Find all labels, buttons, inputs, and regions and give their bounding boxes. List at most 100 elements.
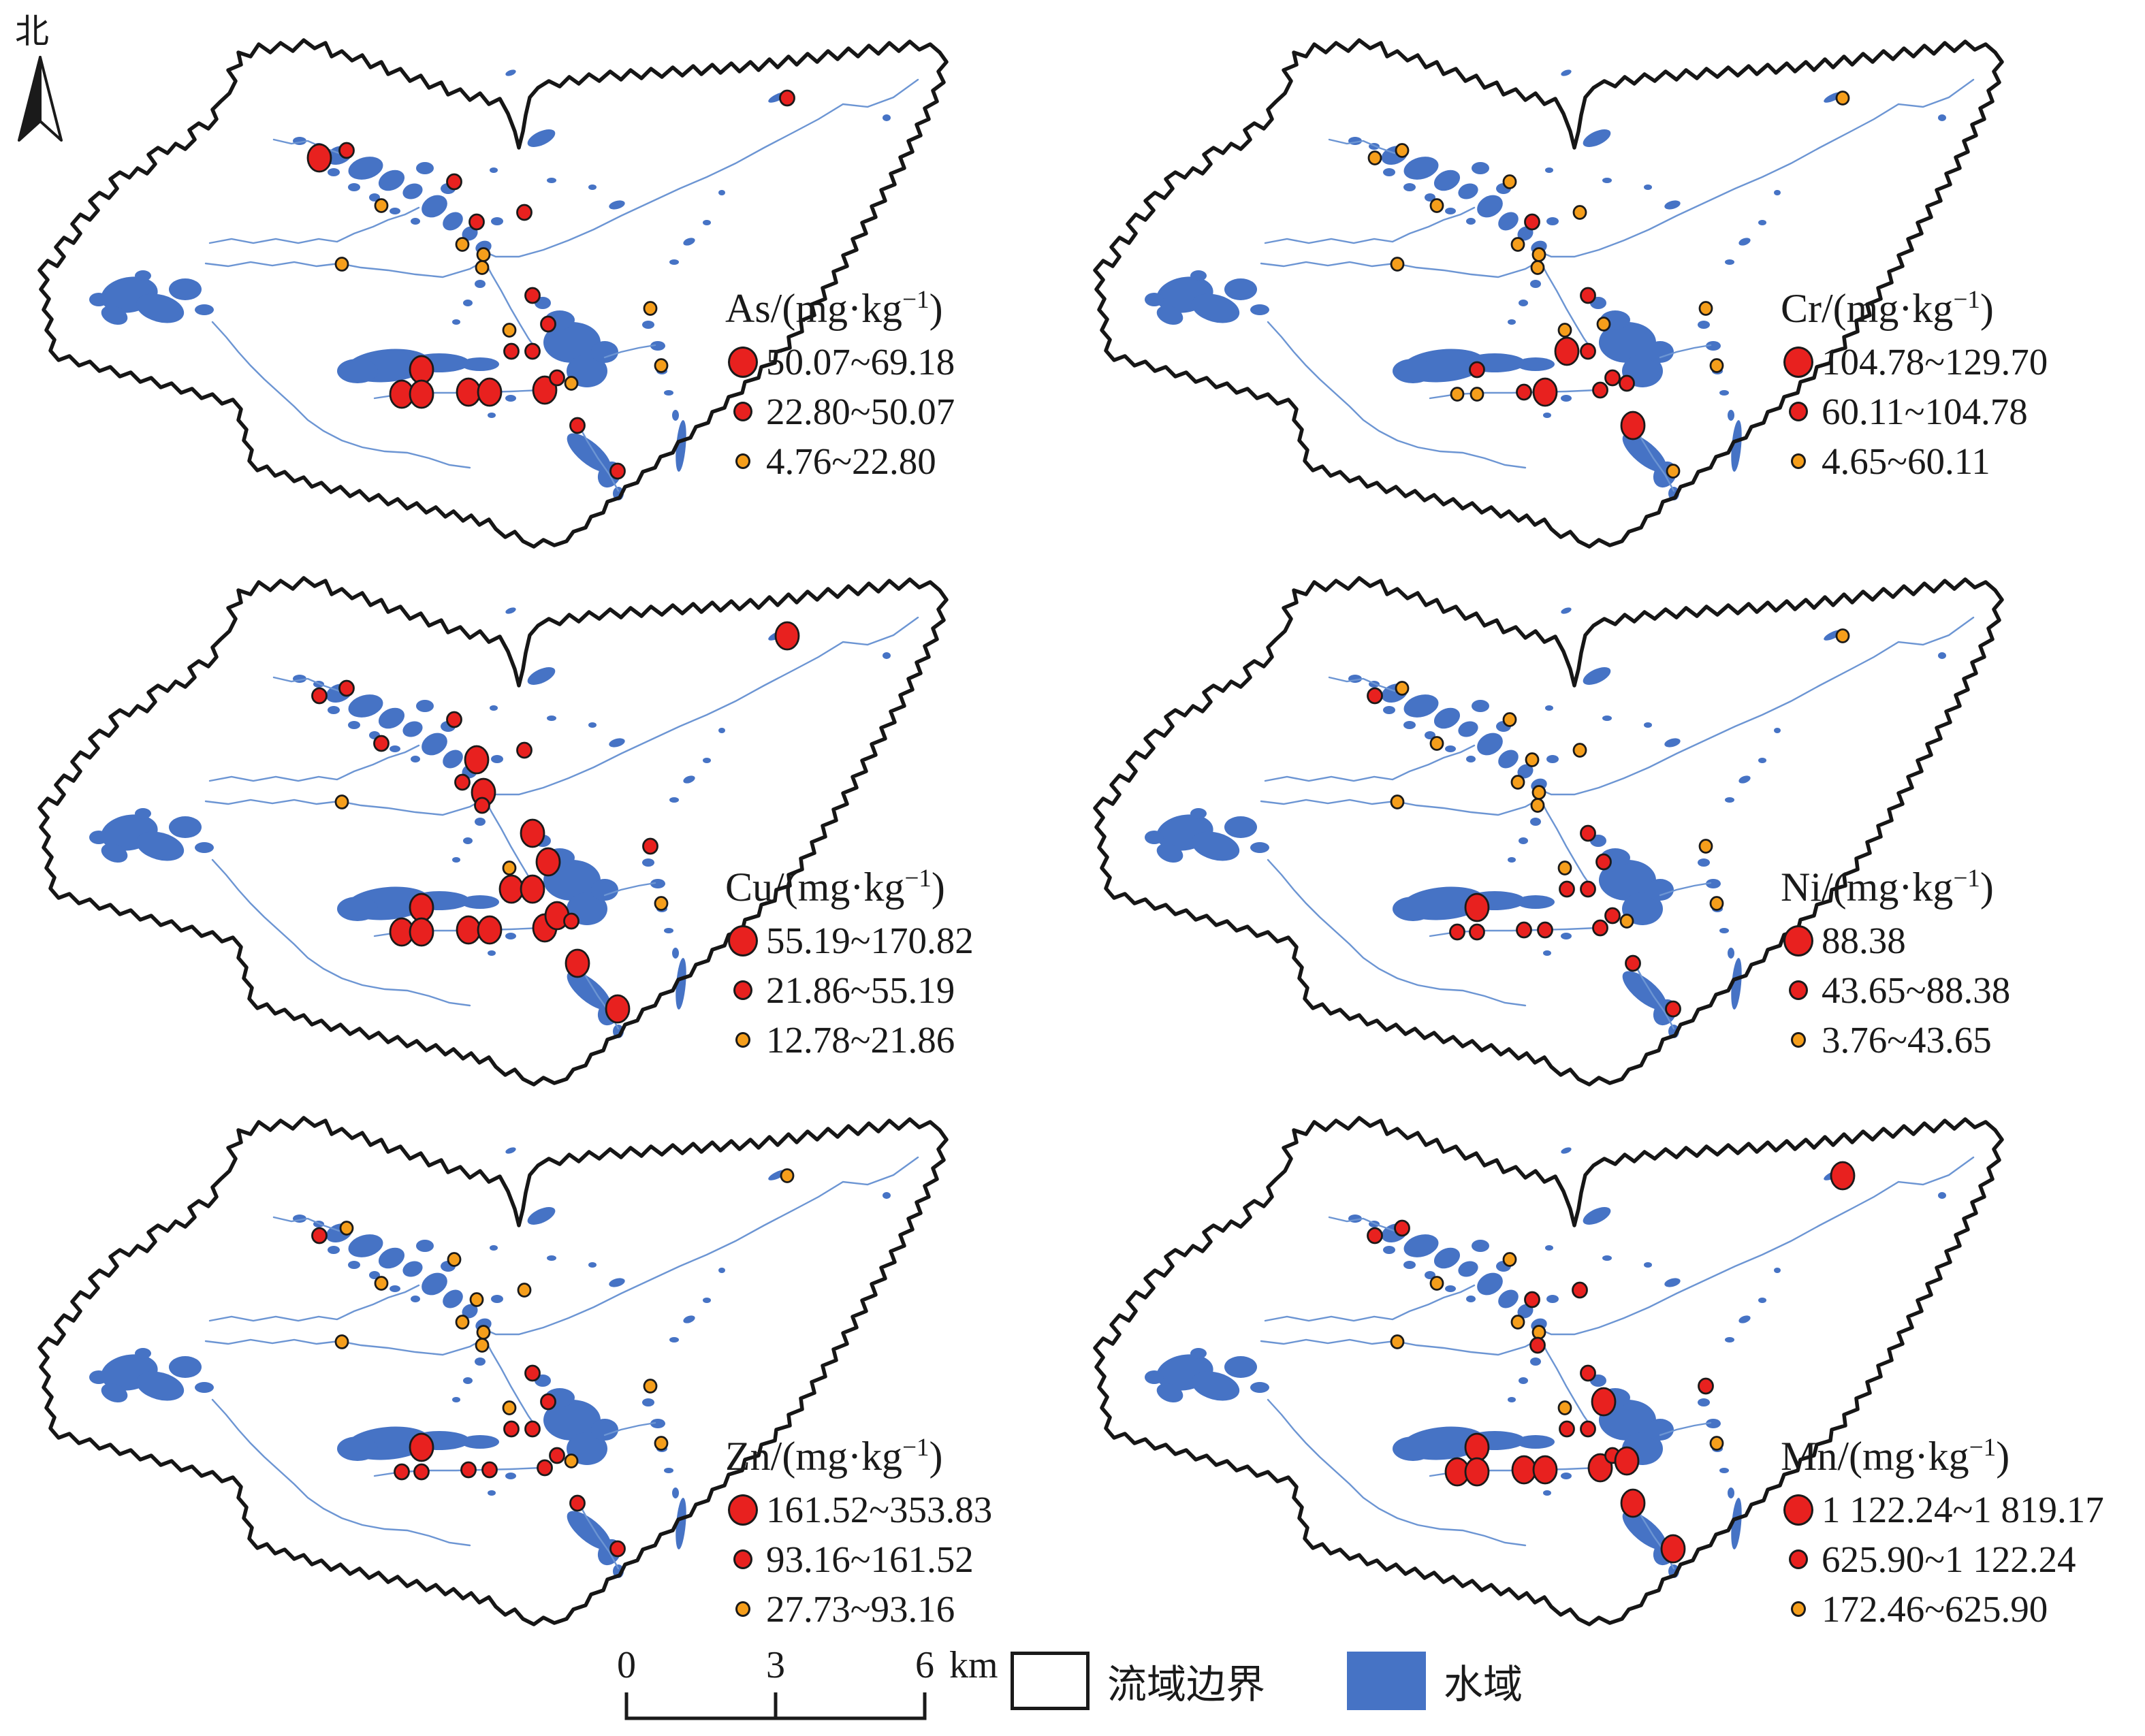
water-body bbox=[1725, 259, 1734, 265]
footer-legend: 0 3 6 km 流域边界 水域 bbox=[0, 1639, 2145, 1736]
scale-bar: 0 3 6 km bbox=[617, 1643, 998, 1725]
water-body bbox=[1664, 200, 1681, 210]
sample-point-mn-4 bbox=[1830, 1161, 1856, 1191]
water-body bbox=[378, 1247, 405, 1269]
water-body bbox=[1519, 300, 1528, 306]
sample-point-zn-7 bbox=[374, 1276, 389, 1291]
sample-point-as-26 bbox=[564, 376, 579, 391]
legend-title: Zn/(mg·kg−1) bbox=[725, 1434, 1066, 1479]
water-body bbox=[1583, 667, 1611, 685]
sample-point-as-12 bbox=[524, 287, 541, 304]
water-body bbox=[669, 259, 679, 265]
scale-bar-icon bbox=[624, 1692, 927, 1720]
mid-dot-icon bbox=[1789, 402, 1808, 421]
water-body bbox=[1728, 1488, 1734, 1498]
high-dot-icon bbox=[1783, 1494, 1813, 1526]
water-body bbox=[1433, 707, 1461, 729]
sample-point-mn-15 bbox=[1557, 1400, 1572, 1415]
sample-point-as-5 bbox=[516, 204, 533, 221]
panel-zn: Zn/(mg·kg−1) 161.52~353.83 93.16~161.52 … bbox=[34, 1095, 1055, 1633]
sample-point-ni-15 bbox=[1557, 861, 1572, 875]
water-bodies bbox=[1145, 1147, 1946, 1578]
legend-items: 88.38 43.65~88.38 3.76~43.65 bbox=[1781, 919, 2121, 1061]
river-line bbox=[1659, 344, 1712, 359]
sample-point-ni-1 bbox=[1367, 687, 1383, 705]
water-body bbox=[1224, 816, 1257, 838]
sample-points bbox=[306, 89, 795, 480]
water-body bbox=[650, 879, 665, 888]
sample-point-ni-10 bbox=[1530, 798, 1545, 813]
sample-point-zn-25 bbox=[549, 1447, 565, 1464]
sample-point-cr-14 bbox=[1596, 317, 1611, 332]
rivers bbox=[204, 1156, 919, 1570]
water-body bbox=[676, 420, 686, 472]
water-body bbox=[328, 1246, 340, 1254]
legend-item-high: 161.52~353.83 bbox=[725, 1488, 1066, 1531]
sample-point-cr-7 bbox=[1429, 198, 1444, 213]
river-line bbox=[483, 616, 919, 796]
water-body bbox=[461, 895, 499, 909]
north-label: 北 bbox=[15, 12, 49, 50]
water-body bbox=[1647, 1419, 1674, 1441]
legend-item-mid: 60.11~104.78 bbox=[1781, 390, 2121, 433]
sample-points bbox=[1367, 628, 1850, 1018]
water-body bbox=[195, 304, 214, 315]
water-body bbox=[416, 700, 434, 712]
legend-title-text: As/(mg·kg bbox=[725, 286, 902, 331]
sample-point-ni-9 bbox=[1531, 785, 1546, 800]
sample-point-mn-18 bbox=[1709, 1436, 1724, 1451]
water-body bbox=[1543, 950, 1551, 956]
river-line bbox=[577, 1502, 620, 1570]
sample-point-mn-28 bbox=[1660, 1534, 1686, 1564]
water-body bbox=[1561, 933, 1572, 939]
water-body bbox=[1508, 857, 1516, 863]
sample-point-as-22 bbox=[456, 377, 481, 407]
water-body bbox=[348, 183, 360, 191]
water-body bbox=[475, 280, 486, 288]
legend-title: Mn/(mg·kg−1) bbox=[1781, 1434, 2121, 1479]
river-line bbox=[603, 882, 656, 897]
low-dot-icon bbox=[735, 1601, 750, 1617]
sample-point-cu-19 bbox=[409, 893, 434, 922]
scale-unit: km bbox=[949, 1644, 998, 1686]
sample-point-as-21 bbox=[409, 379, 434, 409]
range-label: 4.65~60.11 bbox=[1822, 440, 1990, 482]
sample-point-cu-28 bbox=[605, 994, 631, 1024]
water-body bbox=[1738, 1315, 1751, 1323]
water-body bbox=[1425, 731, 1435, 739]
sample-point-zn-14 bbox=[540, 1393, 556, 1411]
water-body bbox=[1472, 162, 1489, 174]
legend-item-mid: 43.65~88.38 bbox=[1781, 969, 2121, 1012]
water-body bbox=[505, 1473, 516, 1479]
sample-point-cr-8 bbox=[1510, 237, 1525, 252]
water-body bbox=[369, 193, 380, 202]
high-dot-icon bbox=[728, 1494, 758, 1526]
river-line bbox=[1328, 1216, 1396, 1232]
water-body bbox=[337, 897, 378, 921]
water-body bbox=[411, 756, 420, 762]
sample-point-ni-27 bbox=[1625, 954, 1641, 972]
water-body bbox=[443, 1289, 463, 1308]
panel-as: As/(mg·kg−1) 50.07~69.18 22.80~50.07 4.7… bbox=[34, 17, 1055, 555]
legend-title-text: Zn/(mg·kg bbox=[725, 1434, 902, 1479]
sample-point-mn-27 bbox=[1620, 1488, 1646, 1518]
water-body bbox=[89, 831, 108, 844]
river-line bbox=[1264, 744, 1476, 782]
sample-point-cr-3 bbox=[1502, 174, 1517, 189]
legend-item-low: 27.73~93.16 bbox=[725, 1588, 1066, 1630]
river-line bbox=[1633, 962, 1675, 1030]
water-body bbox=[527, 129, 556, 147]
sample-point-mn-21 bbox=[1464, 1457, 1490, 1487]
sample-point-zn-9 bbox=[476, 1325, 491, 1340]
sample-point-as-23 bbox=[477, 377, 503, 407]
sample-point-mn-1 bbox=[1367, 1227, 1383, 1244]
water-body bbox=[390, 208, 400, 214]
sample-point-zn-13 bbox=[643, 1379, 658, 1394]
water-body bbox=[422, 733, 447, 756]
water-body bbox=[609, 738, 625, 748]
water-body bbox=[1224, 1356, 1257, 1378]
sample-point-ni-17 bbox=[1580, 880, 1596, 898]
water-body bbox=[136, 1371, 185, 1401]
water-body bbox=[1546, 755, 1559, 763]
water-body bbox=[672, 1488, 679, 1498]
